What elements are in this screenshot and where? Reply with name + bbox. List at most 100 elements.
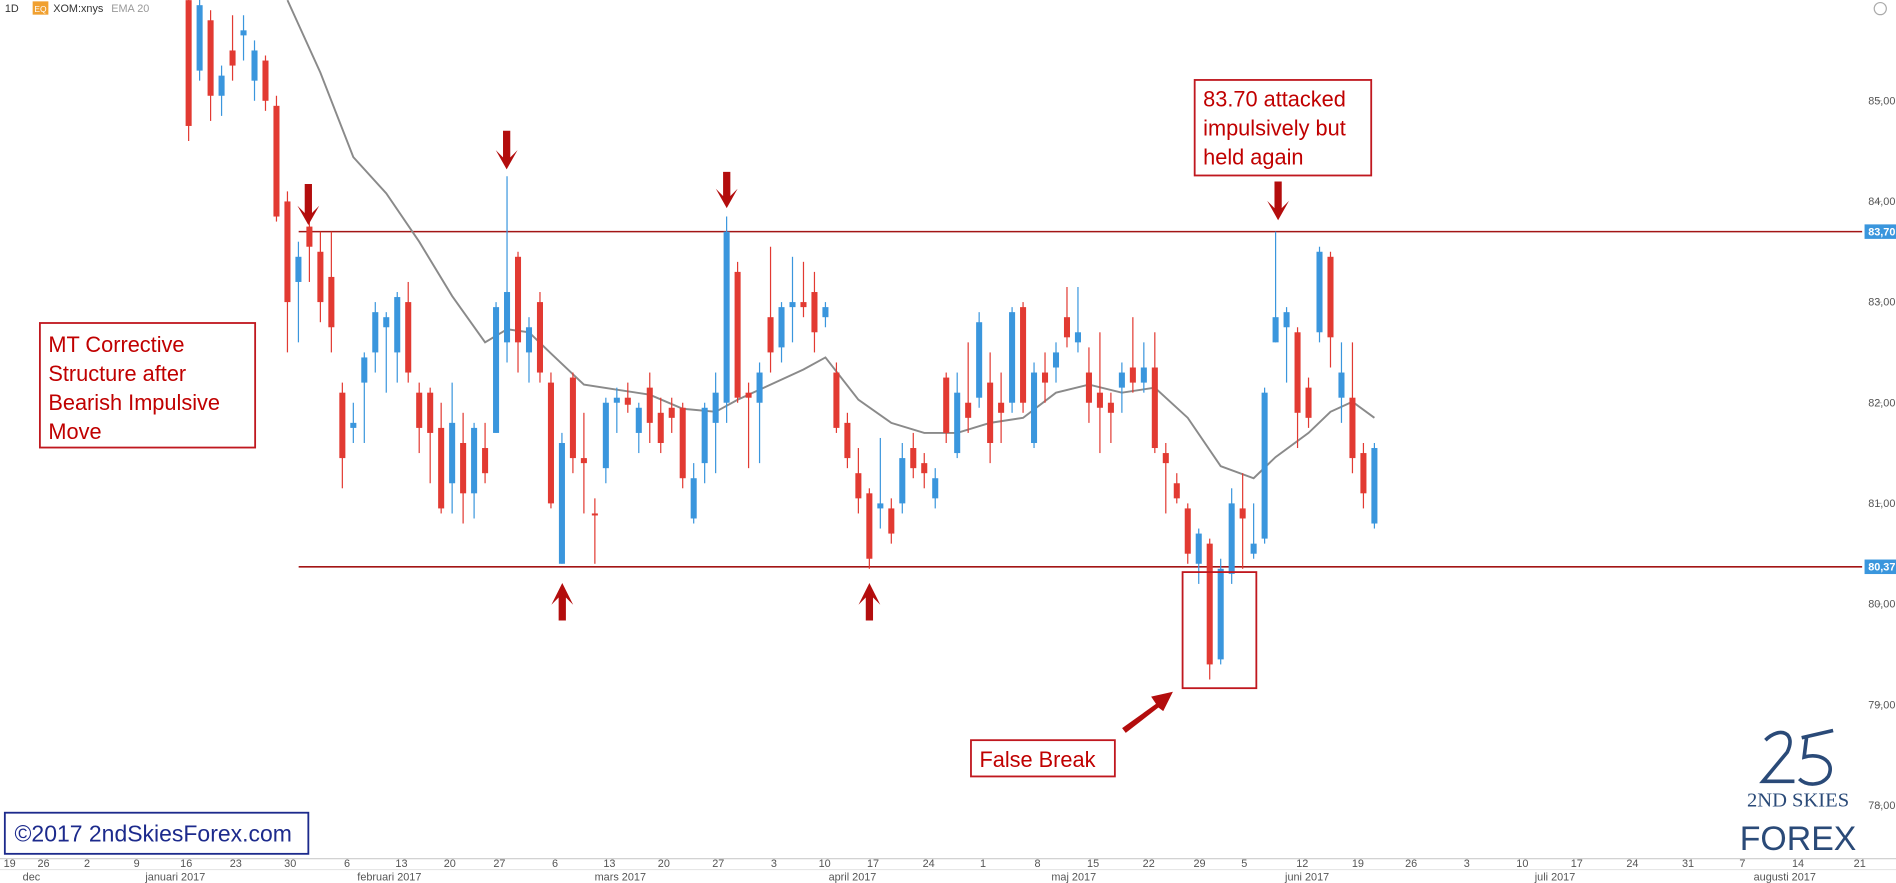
x-tick-label: 19 (4, 858, 16, 870)
y-tick-label: 85,00 (1868, 95, 1895, 107)
candle-body (284, 201, 291, 303)
candle-body (514, 256, 522, 343)
logo-text: FOREX (1740, 820, 1857, 858)
candle-body (690, 478, 697, 519)
candle-body (207, 20, 214, 96)
candle-body (1162, 453, 1169, 464)
candle-body (1184, 508, 1191, 554)
candle-body (493, 307, 500, 433)
x-tick-label: 24 (1626, 858, 1638, 870)
candle-body (1140, 367, 1147, 383)
candle-body (394, 297, 401, 353)
x-tick-label: 14 (1792, 858, 1804, 870)
x-tick-label: 10 (1516, 858, 1528, 870)
candle-body (888, 508, 895, 534)
candle-body (1074, 332, 1081, 343)
x-tick-label: 5 (1241, 858, 1247, 870)
candle-body (1239, 508, 1246, 519)
candle-body (1305, 387, 1312, 418)
x-tick-label: 27 (712, 858, 724, 870)
month-label: dec (23, 871, 41, 883)
x-tick-label: 31 (1682, 858, 1694, 870)
annotation-line: held again (1203, 145, 1303, 170)
candle-body (547, 382, 554, 504)
x-tick-label: 20 (444, 858, 456, 870)
x-tick-label: 24 (923, 858, 935, 870)
candle-body (624, 397, 631, 405)
annotation-line: impulsively but (1203, 116, 1346, 141)
candle-body (998, 402, 1005, 413)
candle-body (844, 422, 851, 459)
candle-body (1338, 372, 1345, 398)
x-tick-label: 6 (552, 858, 558, 870)
candle-body (789, 302, 796, 308)
candle-body (1272, 317, 1279, 343)
candle-body (778, 307, 785, 348)
candle-body (668, 407, 675, 418)
y-tick-label: 81,00 (1868, 498, 1895, 510)
x-tick-label: 30 (284, 858, 296, 870)
candle-body (1195, 533, 1202, 564)
x-tick-label: 21 (1854, 858, 1866, 870)
candle-body (987, 382, 994, 443)
month-label: augusti 2017 (1754, 871, 1816, 883)
annotation-line: MT Corrective (48, 332, 184, 357)
candle-body (1173, 483, 1180, 499)
candle-body (679, 407, 686, 479)
y-tick-label: 78,00 (1868, 800, 1895, 812)
candle-body (811, 292, 818, 333)
candle-body (1063, 317, 1071, 338)
candle-body (635, 407, 642, 433)
candle-body (328, 276, 335, 328)
x-tick-label: 13 (603, 858, 615, 870)
annotation: False Break (979, 747, 1095, 772)
indicator: EMA 20 (111, 3, 149, 15)
candle-body (1009, 312, 1016, 403)
arrow-down (495, 130, 518, 170)
ema-line (286, 0, 1375, 480)
candle-body (1042, 372, 1049, 383)
x-tick-label: 29 (1193, 858, 1205, 870)
x-tick-label: 7 (1739, 858, 1745, 870)
candle-body (1107, 402, 1114, 413)
x-tick-label: 27 (493, 858, 505, 870)
settings-icon[interactable] (1873, 1, 1887, 16)
candle-body (976, 322, 983, 398)
candle-body (899, 458, 906, 504)
candle-body (229, 50, 236, 66)
candle-body (591, 513, 598, 516)
candle-body (1151, 367, 1158, 449)
annotation-box (38, 322, 257, 449)
month-label: juli 2017 (1534, 871, 1576, 883)
candle-body (1349, 397, 1356, 459)
candle-body (416, 392, 423, 428)
x-tick-label: 3 (771, 858, 777, 870)
candle-body (723, 231, 730, 403)
badge: EQ (34, 4, 47, 14)
annotation-box (1193, 79, 1373, 177)
candle-body (273, 105, 280, 217)
month-label: maj 2017 (1051, 871, 1096, 883)
x-tick-label: 8 (1034, 858, 1040, 870)
x-tick-label: 20 (658, 858, 670, 870)
candle-body (449, 422, 456, 484)
candle-body (372, 312, 379, 353)
x-tick-label: 26 (1405, 858, 1417, 870)
candle-body (745, 392, 752, 398)
candle-body (558, 442, 565, 564)
y-tick-label: 82,00 (1868, 397, 1895, 409)
candle-body (943, 377, 950, 433)
y-tick-label: 83,00 (1868, 297, 1895, 309)
false-break-box (1181, 571, 1258, 690)
candle-body (569, 377, 576, 459)
level-label: 83,70 (1868, 226, 1895, 238)
x-tick-label: 13 (395, 858, 407, 870)
arrow-up (858, 582, 881, 621)
candle-body (317, 251, 324, 303)
candle-body (613, 397, 620, 403)
candle-body (932, 478, 939, 499)
x-tick-label: 19 (1352, 858, 1364, 870)
candle-body (1327, 256, 1334, 338)
